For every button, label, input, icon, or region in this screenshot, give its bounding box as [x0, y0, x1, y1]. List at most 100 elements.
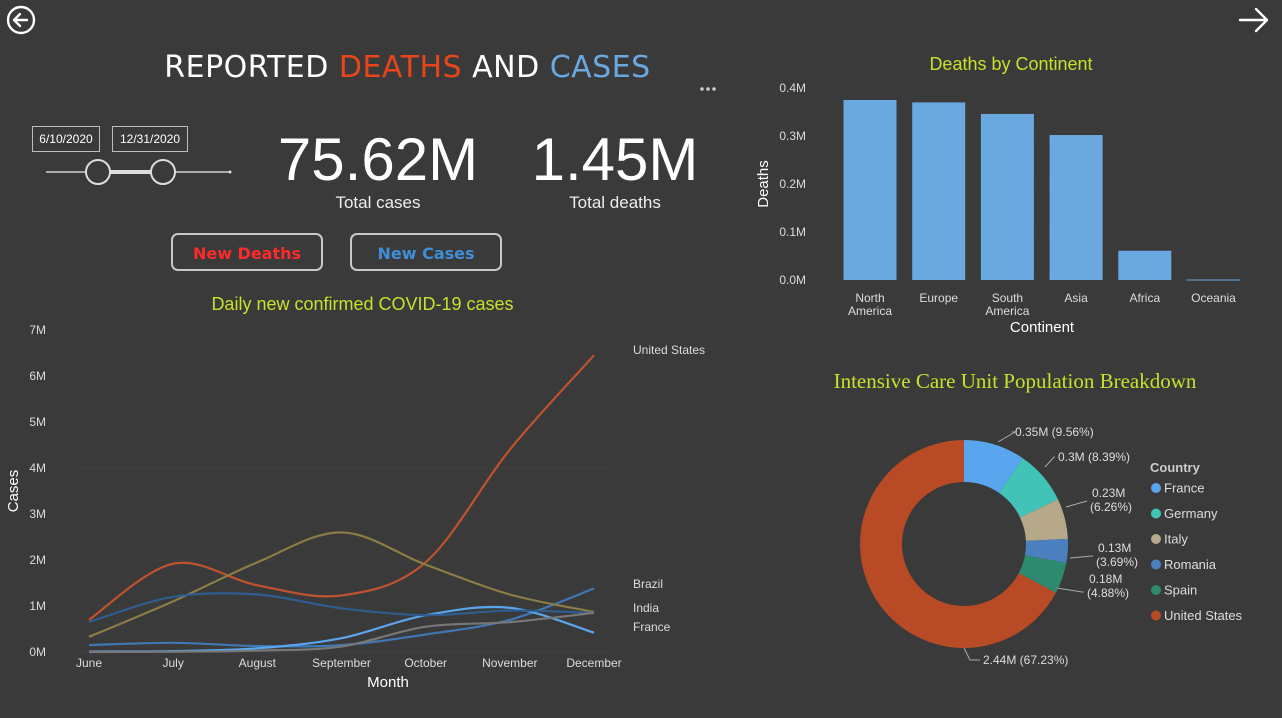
series-line	[88, 587, 595, 648]
forward-arrow-icon[interactable]	[1237, 4, 1271, 36]
slice-data-label: 0.3M (8.39%)	[1058, 450, 1130, 464]
slice-data-label: (6.26%)	[1090, 500, 1132, 514]
y-tick-label: 0.1M	[779, 225, 806, 239]
leader-line	[1056, 587, 1084, 593]
x-tick-label: Africa	[1129, 291, 1160, 305]
total-deaths-label: Total deaths	[569, 193, 661, 212]
slice-data-label: (4.88%)	[1087, 586, 1129, 600]
legend-marker	[1151, 585, 1161, 595]
slice-data-label: 2.44M (67.23%)	[983, 653, 1068, 667]
slice-data-label: 0.23M	[1092, 486, 1125, 500]
bar	[912, 102, 966, 281]
legend-entry: Romania	[1164, 557, 1217, 572]
slice-data-label: 0.35M (9.56%)	[1015, 425, 1094, 439]
y-tick-label: 2M	[29, 553, 46, 567]
daily-cases-line-chart: 0M 1M 2M 3M 4M 5M 6M 7M June July August September O…	[5, 323, 705, 691]
donut-chart-title: Intensive Care Unit Population Breakdown	[833, 369, 1197, 393]
more-options-icon[interactable]	[698, 82, 718, 94]
bar	[1118, 250, 1172, 280]
y-tick-label: 0.2M	[779, 177, 806, 191]
bar	[1049, 135, 1103, 280]
x-tick-label: October	[404, 656, 447, 670]
leader-line	[963, 647, 980, 661]
bar	[1187, 279, 1240, 281]
y-tick-label: 1M	[29, 599, 46, 613]
donut-slice	[1024, 538, 1068, 563]
date-range-slider[interactable]	[40, 158, 240, 188]
series-line	[88, 592, 595, 624]
title-text-cases: CASES	[549, 50, 651, 85]
legend-title: Country	[1150, 460, 1201, 475]
series-end-label: India	[633, 601, 659, 615]
x-tick-label: December	[566, 656, 621, 670]
x-tick-label: July	[162, 656, 183, 670]
donut-slice	[964, 440, 1023, 493]
new-cases-button[interactable]: New Cases	[350, 233, 502, 271]
slider-end-handle[interactable]	[150, 159, 176, 185]
legend-entry: Italy	[1164, 532, 1188, 547]
x-tick-label: September	[312, 656, 371, 670]
y-tick-label: 7M	[29, 323, 46, 337]
y-tick-label: 3M	[29, 507, 46, 521]
x-axis-title: Continent	[1010, 319, 1075, 336]
icu-population-donut-chart: 0.35M (9.56%) 0.3M (8.39%) 0.23M(6.26%) 0.1…	[860, 425, 1243, 667]
y-axis-title: Cases	[5, 470, 22, 513]
legend-entry: United States	[1164, 608, 1243, 623]
total-deaths-value: 1.45M	[531, 126, 699, 193]
y-tick-label: 6M	[29, 369, 46, 383]
x-axis-title: Month	[367, 674, 409, 691]
slice-data-label: 0.18M	[1089, 572, 1122, 586]
slider-start-handle[interactable]	[85, 159, 111, 185]
leader-line	[997, 431, 1017, 443]
series-end-label: France	[633, 620, 671, 634]
x-tick-label: North	[855, 291, 884, 305]
donut-slice	[1018, 555, 1067, 593]
leader-line	[1044, 456, 1055, 468]
series-line	[88, 354, 595, 621]
x-tick-label: America	[985, 304, 1029, 318]
donut-slice	[1020, 499, 1068, 541]
y-tick-label: 0.0M	[779, 273, 806, 287]
start-date-input[interactable]: 6/10/2020	[32, 126, 100, 152]
bar-chart-title: Deaths by Continent	[929, 54, 1093, 74]
legend-marker	[1151, 508, 1161, 519]
total-cases-value: 75.62M	[277, 126, 479, 193]
slice-data-label: (3.69%)	[1096, 555, 1138, 569]
total-cases-label: Total cases	[335, 193, 421, 212]
page-title: REPORTED DEATHS AND CASES	[0, 50, 815, 85]
bar	[843, 100, 897, 280]
back-arrow-icon[interactable]	[5, 4, 37, 36]
leader-line	[1065, 500, 1088, 508]
series-line	[88, 611, 595, 654]
bar	[980, 113, 1034, 280]
legend-marker	[1151, 534, 1161, 544]
legend-entry: France	[1164, 481, 1204, 496]
y-tick-label: 0M	[29, 645, 46, 659]
legend-marker	[1151, 610, 1161, 621]
title-text-reported: REPORTED	[164, 50, 339, 85]
series-end-label: Brazil	[633, 577, 663, 591]
x-tick-label: America	[848, 304, 892, 318]
x-tick-label: June	[76, 656, 102, 670]
legend-marker	[1151, 559, 1161, 570]
new-deaths-button[interactable]: New Deaths	[171, 233, 323, 271]
x-tick-label: August	[239, 656, 277, 670]
end-date-input[interactable]: 12/31/2020	[112, 126, 188, 152]
y-tick-label: 0.3M	[779, 129, 806, 143]
x-tick-label: November	[482, 656, 537, 670]
title-text-deaths: DEATHS	[338, 50, 463, 85]
title-text-and: AND	[462, 50, 550, 85]
x-tick-label: Oceania	[1191, 291, 1236, 305]
y-tick-label: 5M	[29, 415, 46, 429]
x-tick-label: Europe	[919, 291, 958, 305]
line-chart-title: Daily new confirmed COVID-19 cases	[211, 294, 514, 314]
y-tick-label: 0.4M	[779, 81, 806, 95]
x-tick-label: South	[992, 291, 1023, 305]
slice-data-label: 0.13M	[1098, 541, 1131, 555]
series-line	[88, 531, 595, 638]
legend-entry: Germany	[1164, 506, 1218, 521]
donut-slice	[860, 440, 1056, 648]
y-axis-title: Deaths	[755, 160, 772, 208]
series-end-label: United States	[633, 343, 705, 357]
